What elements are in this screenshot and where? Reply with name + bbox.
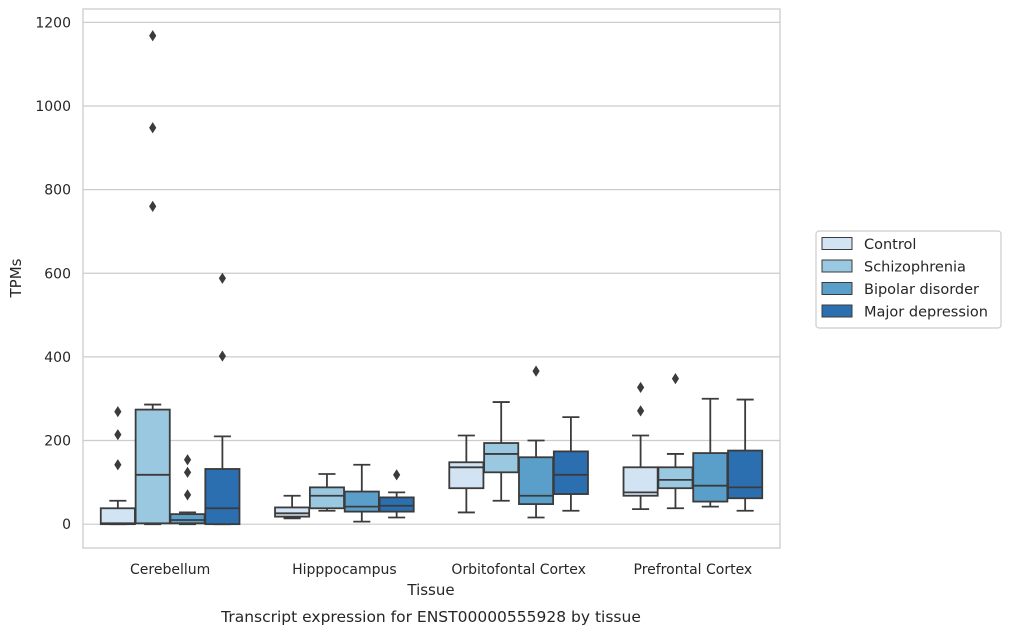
x-tick-label: Hipppocampus (292, 562, 397, 578)
y-tick-label: 800 (44, 183, 71, 199)
box-body (727, 449, 764, 500)
legend-swatch (821, 237, 853, 250)
box-body (448, 461, 485, 490)
box-body (99, 507, 136, 526)
outlier-point (149, 122, 157, 134)
box-body (134, 408, 171, 525)
outlier-point (393, 469, 401, 481)
box-group (727, 398, 764, 512)
y-tick-labels: 0 200 400 600 800 1000 1200 (35, 15, 71, 533)
outlier-point (114, 406, 122, 418)
box-group (448, 434, 485, 514)
legend-frame (815, 230, 1002, 329)
box-body (518, 456, 555, 505)
outlier-point (637, 381, 645, 394)
box-body (274, 506, 311, 518)
outlier-point (183, 489, 192, 501)
outlier-point (218, 350, 226, 362)
box-group (483, 401, 520, 502)
box-body (204, 468, 241, 526)
legend-label: Major depression (864, 305, 988, 321)
legend-swatch (821, 304, 853, 318)
legend: Control Schizophrenia Bipolar disorder Majo… (815, 230, 1002, 329)
y-tick-label: 1200 (35, 15, 71, 31)
chart-caption: Transcript expression for ENST0000055592… (220, 608, 641, 626)
boxes-layer (99, 30, 764, 526)
box-group (343, 463, 380, 523)
outlier-point (149, 30, 157, 42)
legend-swatch (821, 282, 853, 295)
outlier-point (149, 200, 157, 212)
outlier-point (114, 459, 122, 471)
x-tick-label: Cerebellum (130, 562, 210, 578)
outlier-point (532, 365, 540, 377)
box-body (692, 452, 729, 503)
plot-area-background (83, 9, 780, 548)
y-axis-title: TPMs (7, 258, 25, 298)
box-body (378, 496, 415, 513)
outlier-point (183, 466, 192, 478)
legend-label: Control (864, 237, 916, 253)
y-tick-label: 600 (44, 266, 71, 282)
x-axis-title: Tissue (406, 581, 454, 599)
box-group (552, 416, 589, 512)
box-body (343, 490, 380, 513)
legend-swatch (821, 259, 853, 273)
legend-label: Bipolar disorder (864, 282, 979, 298)
y-tick-label: 1000 (35, 99, 71, 115)
x-tick-label: Prefrontal Cortex (634, 562, 753, 578)
box-group (378, 469, 415, 519)
box-body (169, 513, 206, 525)
outlier-point (218, 272, 226, 284)
outlier-point (637, 405, 645, 417)
legend-item: Major depression (821, 304, 988, 321)
plot-frame (82, 8, 781, 549)
box-body (483, 442, 520, 474)
box-body (552, 450, 589, 495)
outlier-point (183, 454, 192, 466)
legend-item: Schizophrenia (821, 259, 966, 276)
outlier-point (671, 373, 680, 385)
box-group (518, 365, 555, 519)
legend-item: Control (821, 237, 916, 253)
y-tick-label: 400 (44, 350, 71, 366)
box-group (274, 494, 311, 520)
outlier-point (114, 429, 122, 441)
y-tick-label: 0 (62, 517, 71, 533)
box-group (308, 473, 345, 512)
box-group (204, 272, 241, 526)
box-body (657, 466, 694, 490)
box-group (657, 373, 694, 510)
legend-item: Bipolar disorder (821, 282, 979, 298)
legend-label: Schizophrenia (864, 260, 966, 276)
box-group (134, 30, 171, 526)
box-body (622, 466, 659, 497)
x-tick-label: Orbitofontal Cortex (451, 562, 586, 578)
y-tick-label: 200 (44, 434, 71, 450)
x-tick-labels: Cerebellum Hipppocampus Orbitofontal Corte… (130, 562, 752, 578)
box-body (308, 486, 345, 510)
